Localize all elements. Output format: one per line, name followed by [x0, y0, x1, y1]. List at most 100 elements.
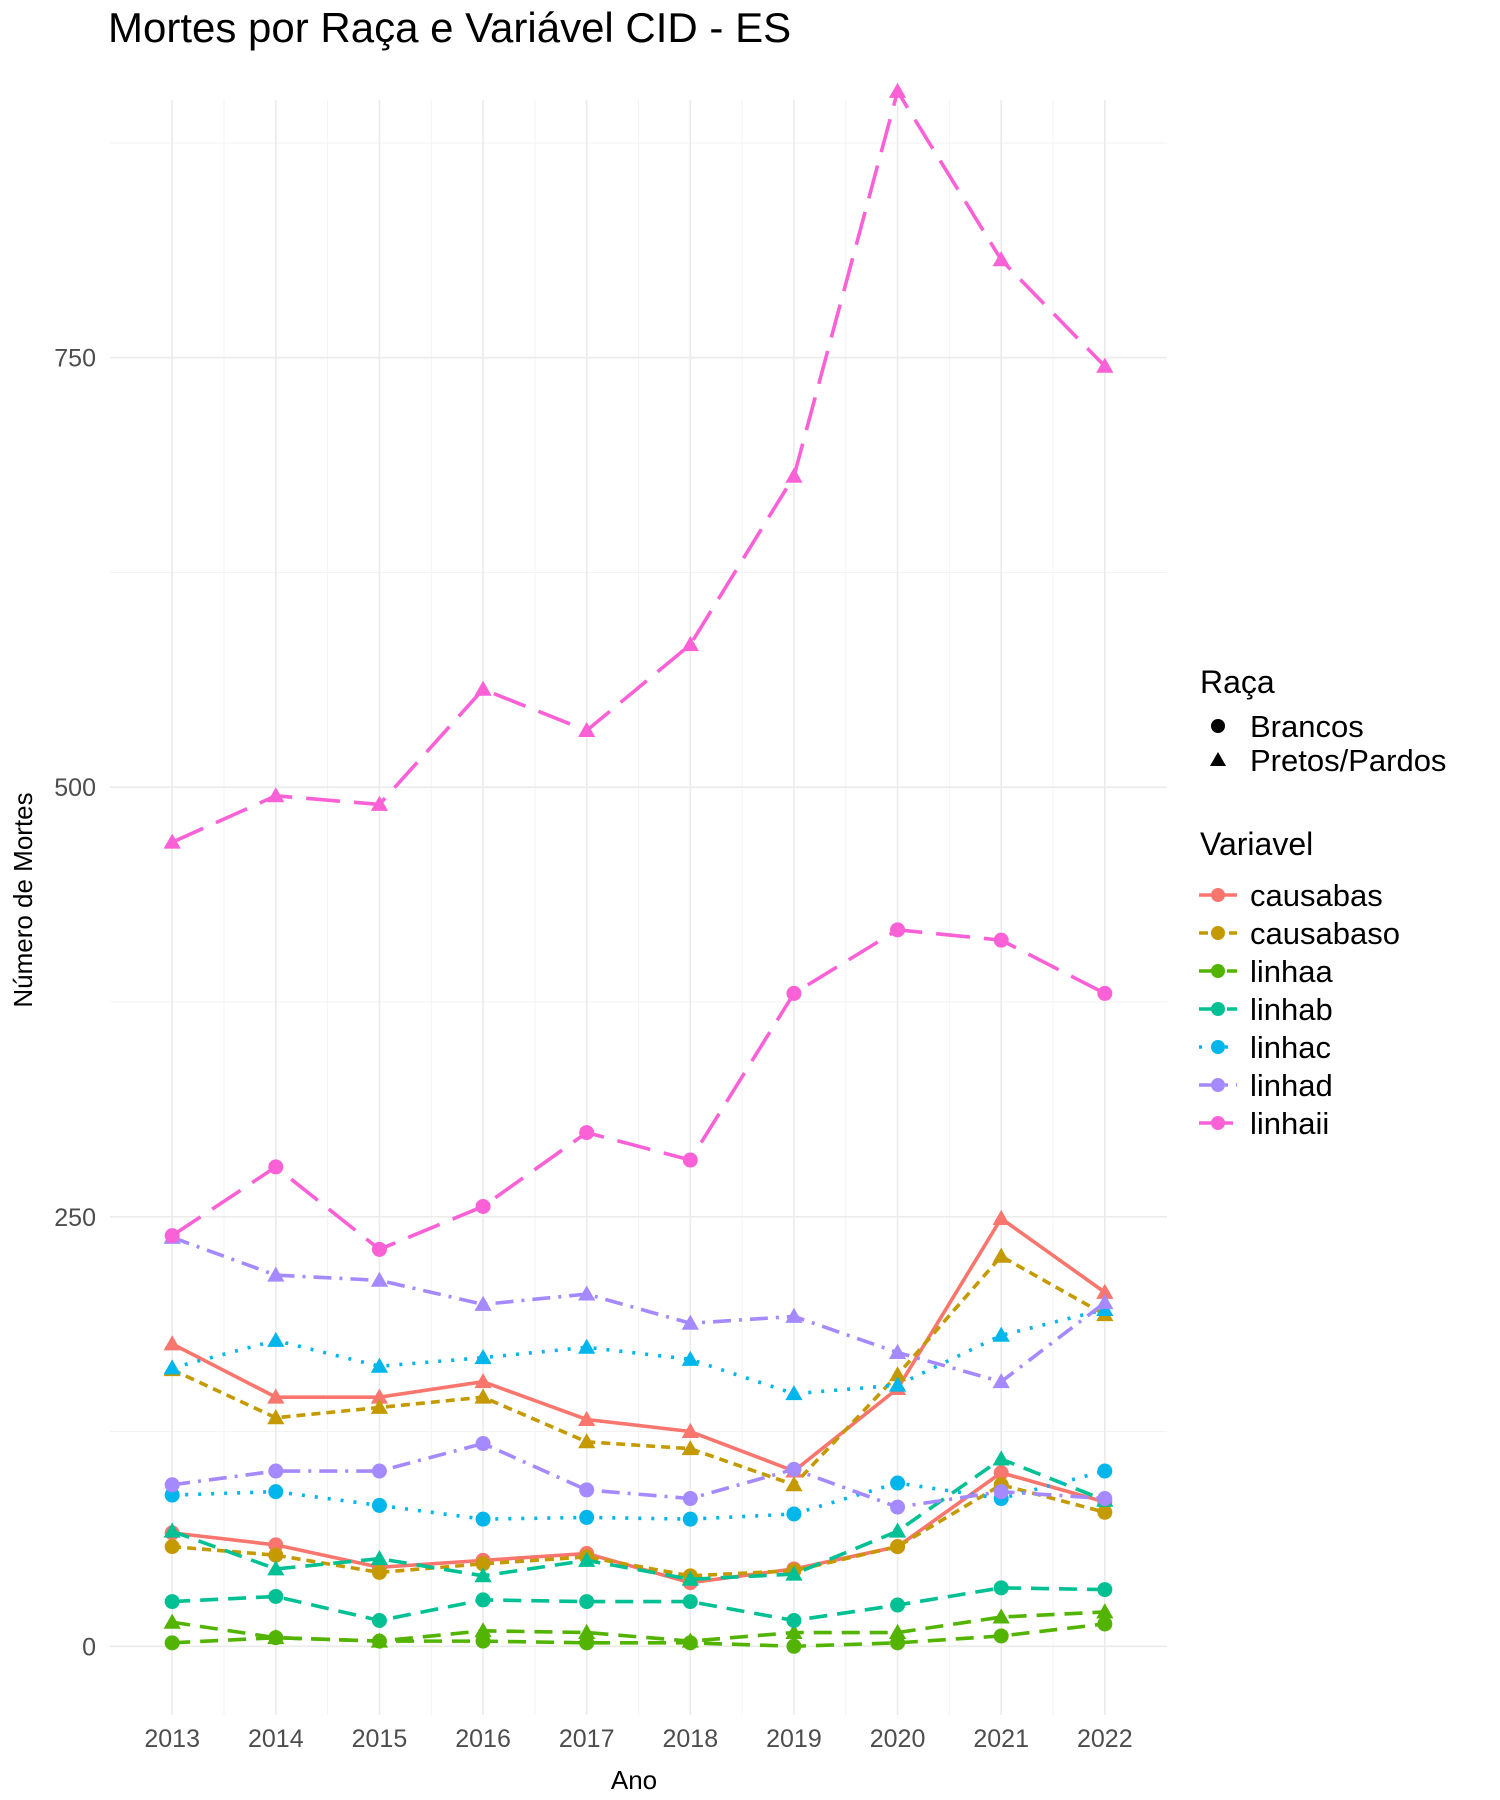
- data-point: [268, 1537, 284, 1553]
- data-point: [786, 1461, 802, 1477]
- series-line-linhad-pretos-pardos: [171, 1235, 1106, 1384]
- data-point: [1097, 1504, 1113, 1520]
- data-point: [992, 1247, 1010, 1263]
- legend-label: linhaa: [1250, 954, 1333, 989]
- series-linhaa-pretos-pardos: [163, 1603, 1114, 1648]
- legend-item-variavel: linhab: [1199, 992, 1333, 1027]
- data-point: [993, 1580, 1009, 1596]
- data-point: [1096, 357, 1114, 373]
- legend-key-triangle: [1209, 751, 1227, 767]
- data-point: [578, 1433, 596, 1449]
- legend-key-point: [1211, 1116, 1225, 1130]
- data-point: [681, 1350, 699, 1366]
- x-tick-label: 2016: [455, 1725, 511, 1753]
- data-point: [992, 1450, 1010, 1466]
- legend-label: Pretos/Pardos: [1250, 743, 1446, 778]
- data-point: [1096, 1283, 1114, 1299]
- data-point: [164, 1635, 180, 1651]
- data-point: [1097, 985, 1113, 1001]
- data-point: [993, 1465, 1009, 1481]
- x-axis-ticks: 2013 2014 2015 2016 2017 2018 2019 2020 2021 2022: [144, 1725, 1132, 1753]
- legend-label: Brancos: [1250, 709, 1364, 744]
- data-point: [993, 1484, 1009, 1500]
- color-legend-items: causabascausabasolinhaalinhablinhaclinha…: [1199, 878, 1400, 1141]
- data-point: [785, 1476, 803, 1492]
- legend-key-point: [1211, 964, 1225, 978]
- x-tick-label: 2019: [766, 1725, 822, 1753]
- data-point: [1096, 1603, 1114, 1619]
- data-point: [888, 82, 907, 98]
- data-point: [578, 1338, 596, 1354]
- data-point: [370, 1357, 389, 1373]
- data-point: [1097, 1616, 1113, 1632]
- data-point: [890, 922, 906, 938]
- data-point: [371, 1241, 387, 1257]
- data-point: [681, 1314, 699, 1330]
- data-point: [1097, 1491, 1113, 1507]
- data-point: [371, 1497, 387, 1513]
- series-linhaii-brancos: [164, 922, 1113, 1257]
- data-point: [475, 1633, 491, 1649]
- data-point: [786, 1506, 802, 1522]
- data-point: [370, 1550, 389, 1566]
- legend-key-point: [1211, 1040, 1225, 1054]
- data-point: [163, 1613, 181, 1629]
- data-point: [785, 1385, 803, 1401]
- data-point: [164, 1594, 180, 1610]
- data-point: [682, 1511, 698, 1527]
- data-point: [890, 1635, 906, 1651]
- data-point: [888, 1522, 907, 1538]
- data-point: [371, 1613, 387, 1629]
- data-point: [163, 1335, 181, 1351]
- series-line-linhaa-pretos-pardos: [171, 1610, 1105, 1643]
- data-point: [267, 1560, 285, 1576]
- series-line-linhab-pretos-pardos: [171, 1457, 1106, 1582]
- data-point: [681, 1422, 699, 1438]
- data-point: [267, 1629, 285, 1645]
- legend-key-point: [1211, 1002, 1225, 1016]
- data-point: [785, 1623, 803, 1640]
- y-tick-label: 0: [82, 1633, 96, 1661]
- legend-label: causabaso: [1250, 916, 1400, 951]
- data-point: [164, 1539, 180, 1555]
- legend-item-variavel: linhad: [1199, 1068, 1333, 1103]
- data-point: [370, 1632, 389, 1648]
- x-tick-label: 2014: [248, 1725, 304, 1753]
- y-axis-label: Número de Mortes: [8, 792, 38, 1007]
- x-tick-label: 2020: [870, 1725, 926, 1753]
- data-point: [267, 1266, 285, 1282]
- x-tick-label: 2022: [1077, 1725, 1133, 1753]
- data-point: [888, 1376, 907, 1392]
- x-tick-label: 2017: [559, 1725, 615, 1753]
- data-point: [268, 1484, 284, 1500]
- data-point: [786, 1638, 802, 1654]
- data-point: [579, 1594, 595, 1610]
- series-line-linhad-brancos: [171, 1441, 1105, 1509]
- legend-item-variavel: causabaso: [1199, 916, 1400, 951]
- legend-item-variavel: linhaa: [1199, 954, 1333, 989]
- data-point: [578, 1285, 596, 1301]
- data-point: [163, 1522, 181, 1538]
- data-point: [163, 833, 181, 849]
- data-point: [475, 1436, 491, 1452]
- shape-legend-title: Raça: [1200, 664, 1275, 700]
- data-point: [268, 1159, 284, 1175]
- data-point: [579, 1635, 595, 1651]
- data-point: [993, 1628, 1009, 1644]
- legend-label: linhab: [1250, 992, 1333, 1027]
- data-point: [681, 1440, 699, 1456]
- data-point: [370, 795, 389, 811]
- data-point: [579, 1509, 595, 1525]
- series-linhab-brancos: [164, 1580, 1113, 1629]
- y-axis-ticks: 0 250 500 750: [54, 345, 96, 1662]
- data-point: [992, 1209, 1010, 1225]
- legend-key-point: [1211, 888, 1225, 902]
- data-point: [1096, 1294, 1114, 1310]
- data-point: [890, 1597, 906, 1613]
- data-point: [992, 1608, 1010, 1624]
- legend-label: linhac: [1250, 1030, 1331, 1065]
- y-tick-label: 500: [54, 774, 96, 802]
- data-point: [268, 1588, 284, 1604]
- series-line-causabaso-brancos: [172, 1482, 1106, 1578]
